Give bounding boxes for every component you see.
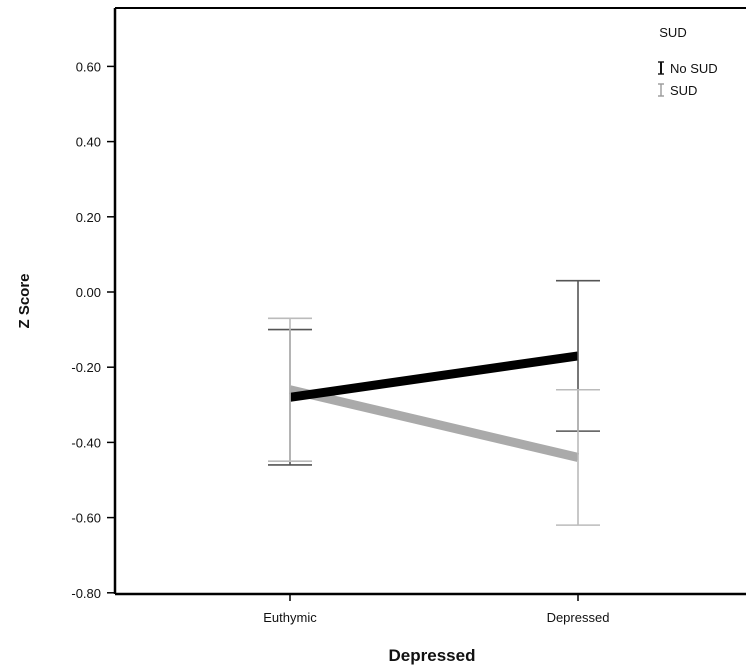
legend-title: SUD (659, 25, 686, 40)
x-axis-title: Depressed (389, 646, 476, 665)
y-tick-label: -0.40 (71, 435, 101, 450)
series-line-sud (288, 385, 580, 462)
legend-item-sud: SUD (658, 83, 697, 98)
y-tick-label: -0.60 (71, 511, 101, 526)
x-tick-label: Euthymic (263, 610, 317, 625)
series-layer (288, 351, 580, 462)
y-tick-label: -0.20 (71, 360, 101, 375)
legend-label: No SUD (670, 61, 718, 76)
x-ticks: Euthymic Depressed (263, 594, 609, 625)
y-ticks: 0.60 0.40 0.20 0.00 -0.20 -0.40 -0.60 -0.80 (71, 59, 115, 601)
y-axis-title: Z Score (16, 273, 33, 328)
plot-frame (113, 7, 746, 596)
y-tick-label: -0.80 (71, 586, 101, 601)
y-tick-label: 0.00 (76, 285, 101, 300)
legend: SUD No SUD SUD (658, 25, 718, 98)
series-line-no-sud (289, 351, 579, 402)
x-tick-label: Depressed (547, 610, 610, 625)
y-tick-label: 0.60 (76, 59, 101, 74)
errorbar-layer (268, 279, 600, 526)
legend-label: SUD (670, 83, 697, 98)
legend-item-no-sud: No SUD (658, 61, 718, 76)
y-tick-label: 0.40 (76, 135, 101, 150)
y-tick-label: 0.20 (76, 210, 101, 225)
